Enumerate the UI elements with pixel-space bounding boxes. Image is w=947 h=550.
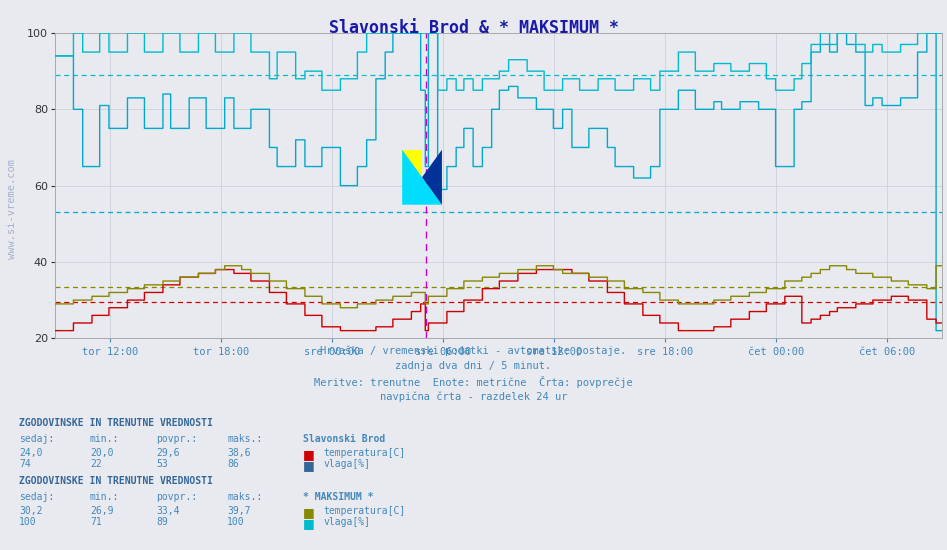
Text: vlaga[%]: vlaga[%] [324,459,371,469]
Text: povpr.:: povpr.: [156,492,197,502]
Text: sedaj:: sedaj: [19,492,54,502]
Text: 100: 100 [19,517,37,527]
Text: 71: 71 [90,517,101,527]
Text: 38,6: 38,6 [227,448,251,458]
Polygon shape [402,150,442,205]
Text: povpr.:: povpr.: [156,434,197,444]
Text: sedaj:: sedaj: [19,434,54,444]
Text: zadnja dva dni / 5 minut.: zadnja dva dni / 5 minut. [396,361,551,371]
Text: 24,0: 24,0 [19,448,43,458]
Text: ZGODOVINSKE IN TRENUTNE VREDNOSTI: ZGODOVINSKE IN TRENUTNE VREDNOSTI [19,418,213,428]
Text: 100: 100 [227,517,245,527]
Text: 29,6: 29,6 [156,448,180,458]
Text: 26,9: 26,9 [90,506,114,516]
Text: Meritve: trenutne  Enote: metrične  Črta: povprečje: Meritve: trenutne Enote: metrične Črta: … [314,376,633,388]
Text: 22: 22 [90,459,101,469]
Bar [402,150,422,177]
Text: www.si-vreme.com: www.si-vreme.com [8,159,17,259]
Text: ■: ■ [303,459,314,472]
Text: 74: 74 [19,459,30,469]
Text: temperatura[C]: temperatura[C] [324,506,406,516]
Text: * MAKSIMUM *: * MAKSIMUM * [303,492,373,502]
Text: 30,2: 30,2 [19,506,43,516]
Text: min.:: min.: [90,434,119,444]
Text: 86: 86 [227,459,239,469]
Polygon shape [422,150,442,205]
Text: ZGODOVINSKE IN TRENUTNE VREDNOSTI: ZGODOVINSKE IN TRENUTNE VREDNOSTI [19,476,213,486]
Text: Hrvaška / vremenski podatki - avtomatske postaje.: Hrvaška / vremenski podatki - avtomatske… [320,345,627,356]
Text: 89: 89 [156,517,168,527]
Text: 53: 53 [156,459,168,469]
Text: 33,4: 33,4 [156,506,180,516]
Text: ■: ■ [303,517,314,530]
Text: ■: ■ [303,506,314,519]
Text: temperatura[C]: temperatura[C] [324,448,406,458]
Text: Slavonski Brod & * MAKSIMUM *: Slavonski Brod & * MAKSIMUM * [329,19,618,37]
Text: maks.:: maks.: [227,434,262,444]
Text: Slavonski Brod: Slavonski Brod [303,434,385,444]
Text: min.:: min.: [90,492,119,502]
Text: navpična črta - razdelek 24 ur: navpična črta - razdelek 24 ur [380,392,567,402]
Text: maks.:: maks.: [227,492,262,502]
Text: 20,0: 20,0 [90,448,114,458]
Text: ■: ■ [303,448,314,461]
Text: 39,7: 39,7 [227,506,251,516]
Text: vlaga[%]: vlaga[%] [324,517,371,527]
